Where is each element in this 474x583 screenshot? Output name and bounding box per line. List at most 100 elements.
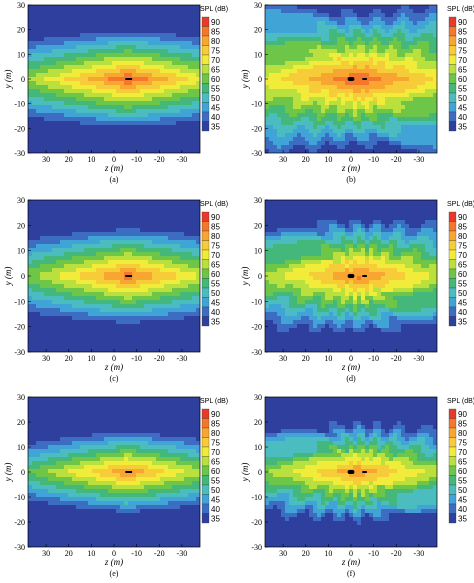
colorbar-level-label: 40 <box>458 505 467 514</box>
panel-c: 30 20 10 0 -10 -20 -30 -30 -20 -10 0 10 20 30 z (m) y (… <box>3 196 228 383</box>
x-tick-label: 0 <box>112 155 116 164</box>
colorbar-level-label: 65 <box>458 261 467 270</box>
colorbar-swatch <box>448 26 457 37</box>
colorbar-level-label: 50 <box>458 289 467 298</box>
y-tick-label: 30 <box>254 196 262 205</box>
y-axis-label: y (m) <box>240 70 250 90</box>
colorbar-level-label: 40 <box>458 308 467 317</box>
x-tick-label: 0 <box>112 354 116 363</box>
receiver-marker <box>362 78 367 80</box>
colorbar-swatch <box>201 503 210 514</box>
colorbar-level-label: 60 <box>458 270 467 279</box>
x-tick-label: -10 <box>368 155 379 164</box>
colorbar-level-label: 60 <box>458 467 467 476</box>
y-tick-label: 10 <box>254 443 262 452</box>
y-tick-label: -20 <box>14 323 25 332</box>
colorbar-swatch <box>448 111 457 122</box>
y-tick-label: 0 <box>21 272 25 281</box>
colorbar-swatch <box>448 45 457 56</box>
colorbar-swatch <box>448 494 457 505</box>
y-tick-label: 20 <box>17 26 25 35</box>
colorbar-swatch <box>448 16 457 27</box>
x-axis-label: z (m) <box>341 557 360 567</box>
y-tick-label: 0 <box>258 468 262 477</box>
colorbar-level-label: 75 <box>211 439 220 448</box>
x-tick-label: 30 <box>42 354 50 363</box>
colorbar-swatch <box>201 408 210 419</box>
colorbar-level-label: 80 <box>211 37 220 46</box>
x-tick-label: -10 <box>368 549 379 558</box>
colorbar-level-label: 80 <box>458 232 467 241</box>
receiver-marker <box>362 471 367 473</box>
colorbar-swatch <box>201 446 210 457</box>
x-tick-label: -10 <box>131 354 142 363</box>
colorbar-title: SPL (dB) <box>200 6 228 13</box>
x-tick-label: -30 <box>177 155 188 164</box>
colorbar-swatch <box>448 240 457 251</box>
source-marker <box>125 275 133 277</box>
x-tick-label: 30 <box>42 549 50 558</box>
x-tick-label: 20 <box>65 155 73 164</box>
source-marker <box>347 470 355 474</box>
colorbar-swatch <box>448 211 457 222</box>
colorbar-level-label: 70 <box>458 448 467 457</box>
colorbar-swatch <box>201 45 210 56</box>
x-tick-label: 20 <box>65 354 73 363</box>
colorbar-level-label: 45 <box>458 299 467 308</box>
x-tick-label: -30 <box>414 155 425 164</box>
colorbar-title: SPL (dB) <box>447 201 474 208</box>
colorbar-level-label: 50 <box>458 94 467 103</box>
colorbar-level-label: 55 <box>211 85 220 94</box>
x-tick-label: -30 <box>414 354 425 363</box>
y-tick-label: 30 <box>254 1 262 10</box>
colorbar-level-label: 55 <box>211 477 220 486</box>
colorbar-level-label: 75 <box>211 242 220 251</box>
colorbar-level-label: 80 <box>211 429 220 438</box>
colorbar-swatch <box>448 83 457 94</box>
x-axis-label: z (m) <box>341 362 360 372</box>
colorbar-level-label: 45 <box>211 299 220 308</box>
colorbar-level-label: 85 <box>458 28 467 37</box>
panel-e: 30 20 10 0 -10 -20 -30 -30 -20 -10 0 10 20 30 z (m) y (… <box>3 393 228 578</box>
y-tick-label: 0 <box>258 75 262 84</box>
colorbar-level-label: 40 <box>211 505 220 514</box>
colorbar-level-label: 65 <box>211 458 220 467</box>
y-tick-label: 20 <box>254 26 262 35</box>
x-tick-label: -20 <box>154 549 165 558</box>
y-tick-label: 10 <box>17 247 25 256</box>
colorbar-swatch <box>201 73 210 84</box>
colorbar-level-label: 35 <box>211 123 220 132</box>
colorbar-level-label: 75 <box>458 439 467 448</box>
colorbar-swatch <box>448 484 457 495</box>
colorbar-swatch <box>201 494 210 505</box>
x-tick-label: 10 <box>87 549 95 558</box>
colorbar-swatch <box>448 35 457 46</box>
colorbar-level-label: 80 <box>458 429 467 438</box>
colorbar-swatch <box>201 278 210 289</box>
x-tick-label: 20 <box>302 354 310 363</box>
colorbar-level-label: 70 <box>458 251 467 260</box>
x-tick-label: 0 <box>112 549 116 558</box>
colorbar-swatch <box>448 316 457 327</box>
colorbar-level-label: 60 <box>211 75 220 84</box>
y-tick-label: -30 <box>14 348 25 357</box>
colorbar-level-label: 50 <box>211 289 220 298</box>
colorbar-swatch <box>448 513 457 524</box>
panel-caption: (d) <box>346 374 356 383</box>
x-tick-label: -30 <box>414 549 425 558</box>
y-tick-label: 0 <box>21 75 25 84</box>
x-axis-label: z (m) <box>104 163 123 173</box>
colorbar-level-label: 35 <box>211 515 220 524</box>
colorbar-level-label: 50 <box>211 486 220 495</box>
contour-field <box>265 397 437 547</box>
y-axis-label: y (m) <box>3 267 13 287</box>
colorbar-level-label: 35 <box>458 123 467 132</box>
colorbar-swatch <box>448 268 457 279</box>
colorbar-swatch <box>448 287 457 298</box>
colorbar-swatch <box>201 316 210 327</box>
receiver-marker <box>362 275 367 277</box>
colorbar-level-label: 55 <box>211 280 220 289</box>
